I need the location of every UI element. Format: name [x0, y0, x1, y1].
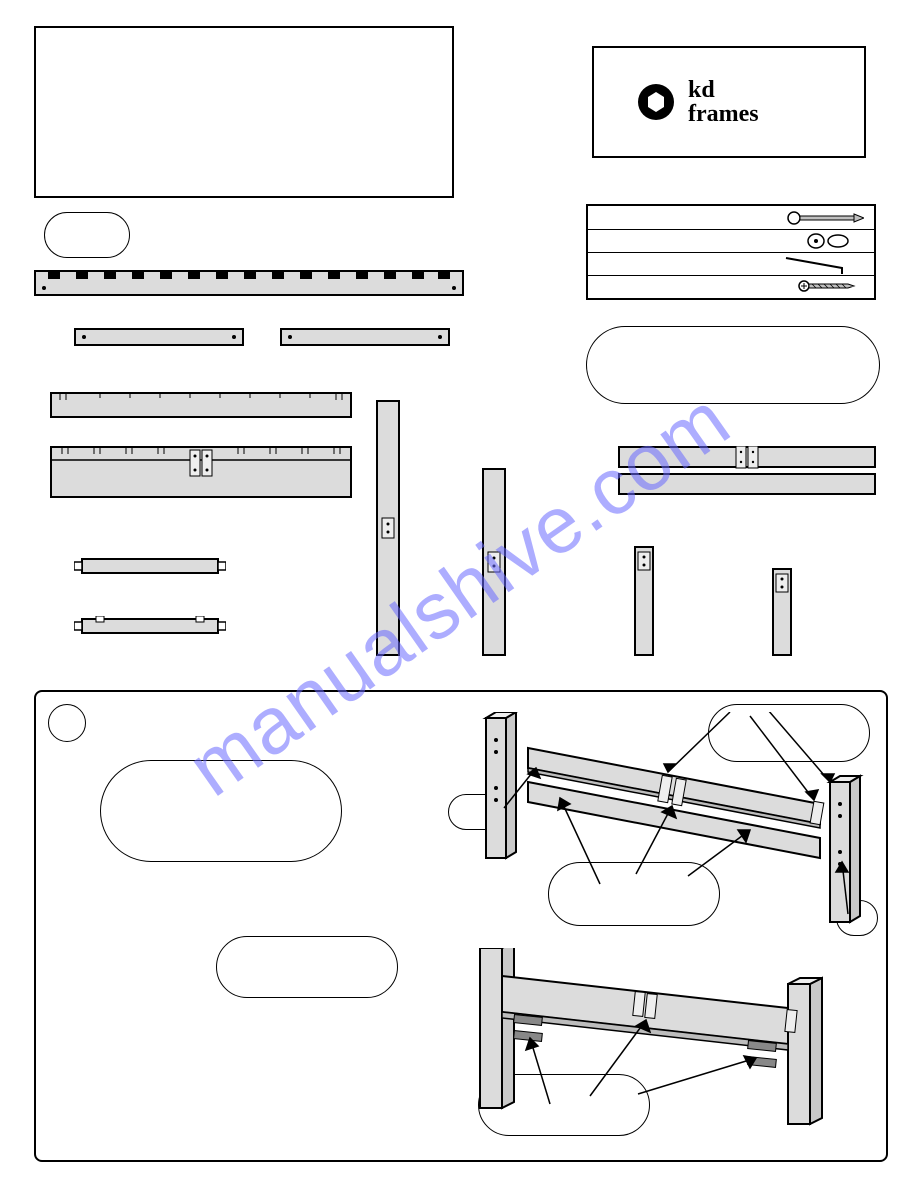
callout-b	[216, 936, 398, 998]
post-3	[634, 546, 654, 656]
callout-top-right	[586, 326, 880, 404]
step-number-circle	[48, 704, 86, 742]
short-bar-2	[280, 328, 450, 346]
title-panel	[34, 26, 454, 198]
rail-marks	[50, 392, 352, 418]
double-rail-right	[618, 446, 876, 496]
hardware-table	[586, 204, 876, 300]
allen-key-icon	[784, 254, 854, 274]
short-bar-1	[74, 328, 244, 346]
logo-text-line1: kd	[688, 78, 759, 102]
stretcher-1	[74, 556, 226, 576]
bolt-icon	[784, 208, 864, 227]
assembly-lower	[440, 948, 860, 1148]
post-1	[376, 400, 400, 656]
logo-panel: kd frames	[592, 46, 866, 158]
cam-icon	[806, 232, 850, 250]
stretcher-2	[74, 616, 226, 636]
post-4	[772, 568, 792, 656]
logo-text-line2: frames	[688, 102, 759, 126]
post-2	[482, 468, 506, 656]
label-small	[44, 212, 130, 258]
screw-icon	[798, 278, 858, 294]
assembly-upper	[450, 712, 880, 942]
slat-support-bar	[34, 270, 464, 296]
callout-a	[100, 760, 342, 862]
double-rail-left	[50, 446, 352, 498]
logo-disc-icon	[634, 80, 678, 124]
